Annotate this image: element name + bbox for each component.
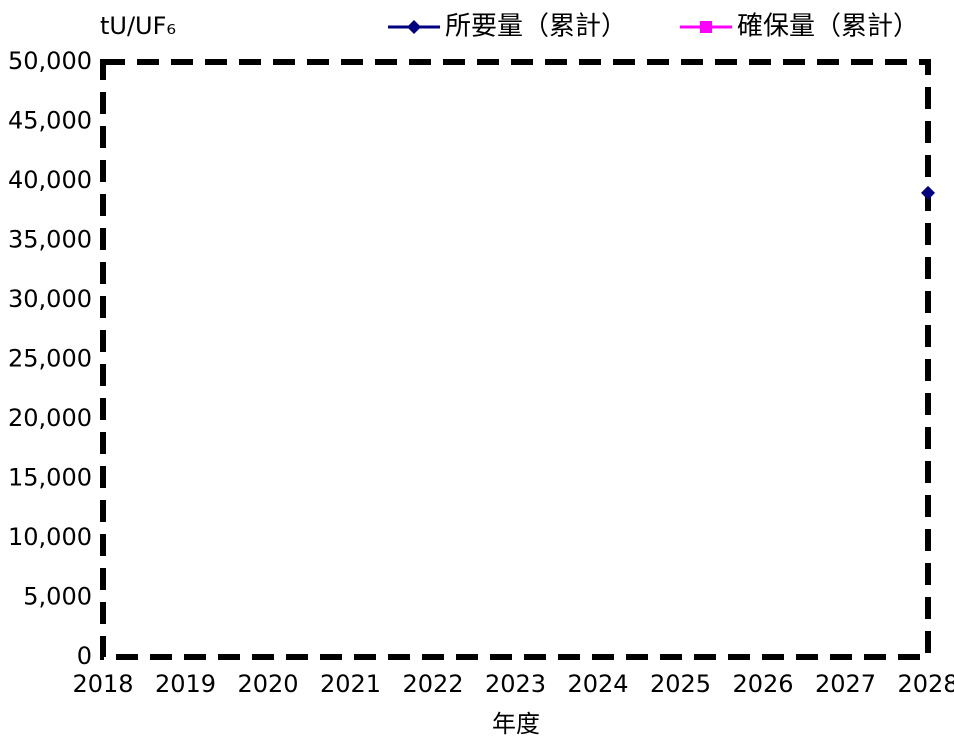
x-tick-label: 2024 [567, 670, 628, 698]
marker [407, 20, 421, 34]
marker [700, 21, 712, 33]
x-tick-label: 2023 [485, 670, 546, 698]
y-tick-label: 0 [77, 642, 92, 670]
y-tick-label: 15,000 [8, 464, 92, 492]
x-tick-label: 2020 [237, 670, 298, 698]
x-tick-label: 2026 [732, 670, 793, 698]
y-tick-label: 35,000 [8, 226, 92, 254]
y-tick-label: 40,000 [8, 166, 92, 194]
x-tick-label: 2018 [72, 670, 133, 698]
legend-label: 確保量（累計） [737, 12, 919, 42]
y-tick-label: 45,000 [8, 107, 92, 135]
y-tick-label: 20,000 [8, 404, 92, 432]
plot-border [100, 59, 931, 660]
x-tick-label: 2025 [650, 670, 711, 698]
x-tick-label: 2019 [155, 670, 216, 698]
x-tick-label: 2022 [402, 670, 463, 698]
x-tick-label: 2028 [897, 670, 954, 698]
y-tick-label: 25,000 [8, 345, 92, 373]
x-tick-label: 2021 [320, 670, 381, 698]
x-axis-label: 年度 [492, 710, 540, 738]
y-tick-label: 50,000 [8, 47, 92, 75]
y-axis-label: tU/UF₆ [100, 12, 176, 40]
y-tick-label: 5,000 [23, 583, 92, 611]
y-tick-label: 30,000 [8, 285, 92, 313]
x-tick-label: 2027 [815, 670, 876, 698]
y-tick-label: 10,000 [8, 523, 92, 551]
marker [921, 185, 935, 200]
legend-label: 所要量（累計） [445, 12, 627, 42]
legend: 所要量（累計） 確保量（累計） [388, 12, 919, 42]
